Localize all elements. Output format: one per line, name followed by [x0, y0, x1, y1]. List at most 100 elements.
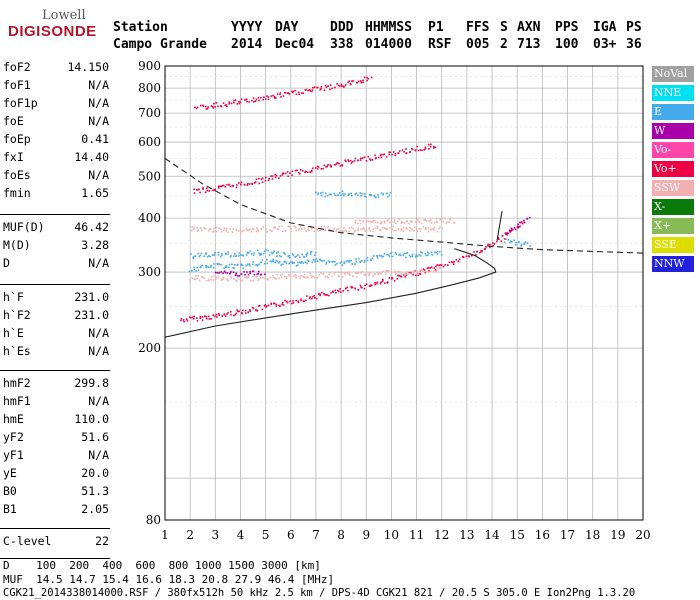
trace-point [403, 222, 406, 224]
trace-point [307, 228, 309, 230]
trace-point [287, 225, 289, 228]
legend-item-nne: NNE [652, 85, 694, 101]
trace-point [375, 196, 377, 199]
trace-point [323, 259, 325, 262]
trace-point [476, 250, 478, 253]
trace-point [272, 94, 274, 97]
trace-point [253, 252, 256, 254]
trace-point [506, 232, 508, 234]
trace-point [265, 306, 267, 308]
trace-point [401, 221, 404, 224]
trace-point [364, 195, 366, 198]
x-tick-label: 4 [237, 528, 245, 542]
trace-point [354, 221, 357, 224]
trace-point [411, 271, 414, 273]
trace-point [356, 275, 358, 278]
trace-point [320, 194, 323, 197]
trace-point [193, 266, 195, 269]
trace-point [345, 260, 348, 263]
trace-point [215, 278, 217, 280]
trace-point [272, 274, 274, 277]
trace-point [297, 171, 300, 174]
trace-point [225, 104, 228, 106]
param-name: foF1p [3, 96, 38, 110]
trace-point [401, 228, 403, 231]
param-value: 231.0 [74, 290, 109, 304]
trace-point [274, 261, 277, 264]
trace-point [355, 260, 358, 263]
trace-point [234, 99, 237, 101]
trace-point [357, 194, 359, 196]
trace-point [237, 100, 240, 103]
trace-point [249, 270, 251, 273]
trace-point [377, 273, 380, 276]
trace-point [402, 227, 405, 229]
trace-point [331, 261, 333, 263]
trace-point [246, 229, 248, 232]
trace-point [253, 182, 256, 184]
param-name: h`F2 [3, 308, 31, 322]
x-tick-label: 3 [211, 528, 219, 542]
trace-point [365, 221, 368, 223]
trace-point [295, 255, 298, 258]
trace-point [180, 319, 182, 322]
trace-point [425, 228, 427, 231]
trace-point [286, 301, 289, 304]
trace-point [244, 99, 246, 101]
param-name: h`E [3, 326, 24, 340]
trace-point [249, 264, 251, 267]
param-name: M(D) [3, 238, 31, 252]
trace-point [391, 255, 394, 258]
trace-point [416, 145, 419, 148]
lowell-digisonde-logo: Lowell DIGISONDE [4, 8, 104, 42]
trace-point [188, 316, 191, 318]
trace-point [366, 259, 369, 262]
trace-point [238, 310, 240, 313]
trace-point [248, 101, 250, 103]
trace-point [199, 254, 201, 257]
trace-point [300, 262, 302, 264]
trace-point [228, 266, 230, 269]
trace-point [249, 310, 251, 313]
trace-point [497, 238, 500, 241]
trace-point [398, 150, 401, 152]
trace-point [357, 80, 360, 83]
trace-point [236, 277, 239, 279]
trace-point [205, 279, 208, 282]
trace-point [249, 183, 251, 185]
trace-point [323, 164, 326, 167]
trace-point [360, 285, 362, 288]
trace-point [210, 278, 212, 281]
trace-point [393, 280, 396, 282]
trace-point [289, 261, 292, 264]
trace-point [264, 277, 266, 280]
data-traces [180, 76, 531, 323]
trace-point [275, 174, 278, 177]
trace-point [282, 95, 285, 97]
trace-point [320, 87, 322, 90]
trace-point [244, 273, 246, 276]
trace-point [246, 252, 249, 254]
trace-point [272, 251, 275, 254]
trace-point [414, 226, 416, 229]
trace-point [281, 225, 284, 228]
trace-point [225, 230, 228, 232]
x-tick-label: 12 [434, 528, 449, 542]
trace-point [207, 254, 210, 257]
trace-point [373, 219, 376, 222]
param-row: foE N/A [3, 114, 109, 132]
trace-point [350, 259, 353, 262]
trace-point [405, 226, 408, 229]
trace-point [373, 273, 376, 275]
trace-point [368, 274, 370, 277]
trace-point [350, 286, 352, 288]
trace-point [259, 254, 261, 256]
param-value: N/A [88, 394, 109, 408]
param-name: h`F [3, 290, 24, 304]
trace-point [278, 277, 281, 279]
trace-point [435, 265, 437, 268]
trace-point [318, 273, 321, 276]
legend-item-ssw: SSW [652, 180, 694, 196]
trace-point [400, 276, 403, 278]
trace-point [343, 227, 345, 229]
